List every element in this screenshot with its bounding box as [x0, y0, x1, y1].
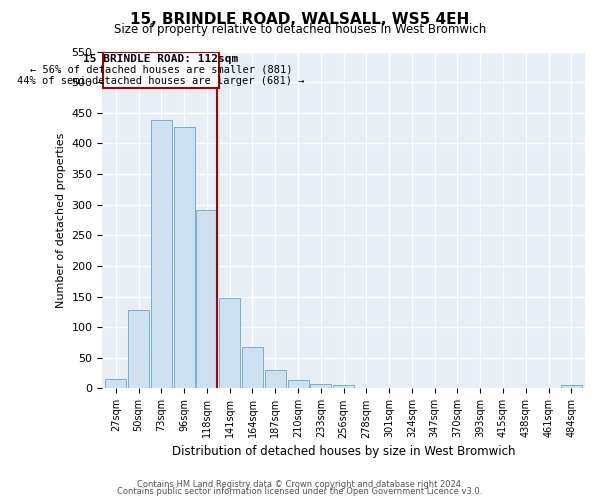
Bar — [310, 384, 331, 388]
Text: Contains HM Land Registry data © Crown copyright and database right 2024.: Contains HM Land Registry data © Crown c… — [137, 480, 463, 489]
Text: 15, BRINDLE ROAD, WALSALL, WS5 4EH: 15, BRINDLE ROAD, WALSALL, WS5 4EH — [130, 12, 470, 28]
Text: 15 BRINDLE ROAD: 112sqm: 15 BRINDLE ROAD: 112sqm — [83, 54, 239, 64]
Text: 44% of semi-detached houses are larger (681) →: 44% of semi-detached houses are larger (… — [17, 76, 305, 86]
Bar — [128, 310, 149, 388]
Bar — [265, 370, 286, 388]
Bar — [106, 380, 127, 388]
Bar — [196, 210, 217, 388]
Y-axis label: Number of detached properties: Number of detached properties — [56, 132, 66, 308]
Bar — [242, 347, 263, 389]
Text: Size of property relative to detached houses in West Bromwich: Size of property relative to detached ho… — [114, 22, 486, 36]
Bar — [219, 298, 240, 388]
X-axis label: Distribution of detached houses by size in West Bromwich: Distribution of detached houses by size … — [172, 444, 515, 458]
Text: ← 56% of detached houses are smaller (881): ← 56% of detached houses are smaller (88… — [29, 65, 292, 75]
Bar — [173, 127, 194, 388]
Text: Contains public sector information licensed under the Open Government Licence v3: Contains public sector information licen… — [118, 487, 482, 496]
Bar — [561, 386, 582, 388]
FancyBboxPatch shape — [103, 52, 218, 88]
Bar — [333, 386, 354, 388]
Bar — [151, 120, 172, 388]
Bar — [287, 380, 308, 388]
